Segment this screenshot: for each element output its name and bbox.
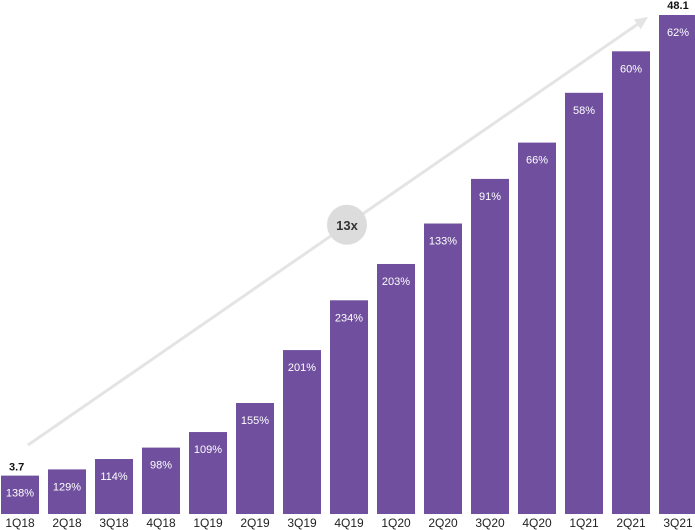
bar-4Q19 (330, 300, 368, 514)
growth-multiple-badge: 13x (327, 204, 367, 245)
end-value-label: 48.1 (667, 0, 688, 12)
growth-label-3Q20: 91% (479, 191, 501, 203)
x-tick-1Q19: 1Q19 (193, 516, 223, 530)
growth-label-3Q19: 201% (288, 362, 316, 374)
bar-1Q19 (189, 432, 227, 514)
growth-multiple-label: 13x (336, 218, 358, 233)
bar-1Q20 (377, 263, 415, 514)
x-tick-3Q21: 3Q21 (663, 516, 693, 530)
growth-label-1Q20: 203% (382, 276, 410, 288)
growth-label-4Q20: 66% (526, 155, 548, 167)
x-tick-1Q21: 1Q21 (569, 516, 599, 530)
bar-1Q21 (565, 92, 603, 515)
bars-group: 138% 129% 114% 98% 109% 155% 201% 234% 203% 133% 9… (1, 15, 695, 515)
growth-label-4Q18: 98% (150, 460, 172, 472)
x-tick-2Q19: 2Q19 (240, 516, 270, 530)
bar-2Q18 (48, 469, 86, 514)
x-tick-3Q18: 3Q18 (99, 516, 129, 530)
bar-1Q18 (1, 475, 39, 514)
bar-3Q18 (95, 459, 133, 514)
growth-label-1Q18: 138% (6, 488, 34, 500)
x-tick-4Q18: 4Q18 (146, 516, 176, 530)
bar-4Q20 (518, 142, 556, 514)
bar-4Q18 (142, 447, 180, 514)
x-axis-ticks: 1Q18 2Q18 3Q18 4Q18 1Q19 2Q19 3Q19 4Q19 1Q20 2Q20… (5, 516, 693, 530)
growth-arrow-head (633, 17, 648, 30)
growth-label-4Q19: 234% (335, 312, 363, 324)
bar-3Q20 (471, 178, 509, 514)
bar-2Q19 (236, 402, 274, 514)
x-tick-1Q18: 1Q18 (5, 516, 35, 530)
x-tick-3Q19: 3Q19 (287, 516, 317, 530)
growth-label-2Q20: 133% (429, 236, 457, 248)
x-tick-2Q20: 2Q20 (428, 516, 458, 530)
growth-label-3Q21: 62% (667, 27, 689, 39)
bar-3Q21 (659, 15, 695, 514)
x-tick-2Q21: 2Q21 (616, 516, 646, 530)
bar-3Q19 (283, 350, 321, 514)
x-tick-2Q18: 2Q18 (52, 516, 82, 530)
growth-label-3Q18: 114% (100, 471, 128, 483)
bar-2Q20 (424, 223, 462, 514)
x-tick-1Q20: 1Q20 (381, 516, 411, 530)
growth-label-1Q19: 109% (194, 444, 222, 456)
x-tick-3Q20: 3Q20 (475, 516, 505, 530)
growth-label-2Q19: 155% (241, 415, 269, 427)
growth-label-2Q18: 129% (53, 481, 81, 493)
start-value-label: 3.7 (9, 462, 24, 474)
x-tick-4Q19: 4Q19 (334, 516, 364, 530)
growth-label-1Q21: 58% (573, 105, 595, 117)
x-tick-4Q20: 4Q20 (522, 516, 552, 530)
growth-label-2Q21: 60% (620, 63, 642, 75)
growth-multiple-circle (327, 204, 367, 245)
bar-2Q21 (612, 51, 650, 514)
